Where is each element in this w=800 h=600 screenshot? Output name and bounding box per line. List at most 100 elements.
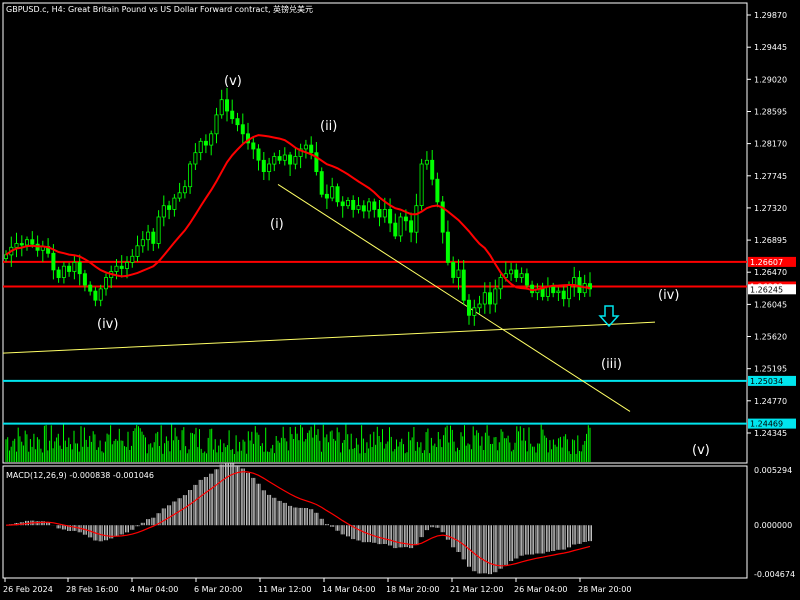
candle-body (388, 208, 393, 224)
candle-body (403, 216, 408, 222)
candle-body (456, 269, 461, 278)
candle-body (356, 205, 361, 210)
candle-body (519, 273, 524, 278)
x-tick-label: 14 Mar 04:00 (322, 585, 375, 594)
candle-body (93, 290, 98, 301)
macd-signal-line (5, 471, 591, 567)
candle-body (19, 243, 24, 246)
candle-body (256, 148, 261, 161)
candle-body (230, 110, 235, 120)
wave-label: (iii) (601, 357, 622, 372)
candle-body (409, 220, 414, 233)
candle-body (414, 205, 419, 233)
candle-body (398, 216, 403, 237)
y-tick-label: 1.27745 (754, 172, 787, 181)
candles (4, 87, 593, 326)
candle-body (277, 156, 282, 161)
candle-body (335, 186, 340, 203)
candle-body (472, 307, 477, 316)
candle-body (130, 255, 135, 263)
candle-body (214, 114, 219, 135)
candle-body (498, 277, 503, 290)
candle-body (61, 265, 66, 278)
y-tick-label: 1.28170 (754, 140, 787, 149)
x-tick-label: 26 Mar 04:00 (514, 585, 567, 594)
candle-body (477, 303, 482, 309)
candle-body (466, 299, 471, 316)
candle-body (146, 231, 151, 241)
candle-body (24, 239, 29, 246)
level-price-label: 1.25034 (750, 377, 783, 386)
macd-tick-label: 0.005294 (754, 466, 792, 475)
candle-body (282, 154, 287, 161)
candle-body (298, 148, 303, 157)
candle-body (314, 152, 319, 172)
candle-body (104, 277, 109, 290)
macd-tick-label: -0.004674 (754, 570, 795, 579)
candle-body (567, 284, 572, 300)
candle-body (372, 201, 377, 210)
wave-label: (v) (224, 74, 242, 89)
y-tick-label: 1.29020 (754, 75, 787, 84)
chart-title: GBPUSD.c, H4: Great Britain Pound vs US … (6, 4, 313, 14)
candle-body (51, 252, 56, 271)
y-tick-label: 1.29445 (754, 43, 787, 52)
candle-body (261, 159, 266, 173)
candle-body (161, 205, 166, 218)
candle-body (177, 192, 182, 199)
price-axis: 1.29870 1.29445 1.29020 1.28595 1.28170 1.277… (747, 11, 787, 438)
candle-body (451, 261, 456, 278)
y-tick-label: 1.25195 (754, 365, 787, 374)
candle-body (67, 265, 72, 272)
x-tick-label: 11 Mar 12:00 (258, 585, 311, 594)
down-arrow-icon (598, 305, 620, 328)
candle-body (182, 186, 187, 194)
wave-label: (ii) (320, 119, 337, 134)
candle-body (88, 284, 93, 292)
candle-body (424, 159, 429, 165)
x-tick-label: 6 Mar 20:00 (194, 585, 242, 594)
level-price-tag (748, 256, 796, 267)
candle-body (309, 144, 314, 154)
candle-body (251, 142, 256, 150)
candle-body (561, 290, 566, 300)
y-tick-label: 1.24345 (754, 429, 787, 438)
ma-line (5, 134, 591, 292)
macd-pane: 0.005294 0.000000 -0.004674 (5, 462, 795, 579)
x-tick-label: 4 Mar 04:00 (130, 585, 178, 594)
wave-label: (v) (692, 443, 710, 458)
y-tick-label: 1.26470 (754, 268, 787, 277)
candle-body (345, 199, 350, 207)
candle-body (125, 261, 130, 269)
candle-body (382, 208, 387, 218)
candle-body (419, 163, 424, 206)
arrow-shape (598, 305, 620, 328)
x-tick-label: 28 Mar 20:00 (578, 585, 631, 594)
macd-tick-label: 0.000000 (754, 521, 792, 530)
candle-body (514, 269, 519, 278)
current-price-label: 1.26245 (750, 285, 783, 294)
candle-body (151, 231, 156, 244)
y-tick-label: 1.25620 (754, 333, 787, 342)
main-pane-frame (2, 2, 748, 464)
candle-body (235, 118, 240, 126)
x-tick-label: 26 Feb 2024 (3, 585, 53, 594)
candle-body (140, 239, 145, 247)
wave-labels: (v) (ii) (i) (iv) (iv) (iii) (v) (97, 74, 710, 458)
moving-average (5, 134, 591, 292)
candle-body (172, 197, 177, 210)
candle-body (377, 208, 382, 218)
x-tick-label: 28 Feb 16:00 (66, 585, 118, 594)
macd-pane-frame (2, 465, 748, 579)
candle-body (319, 171, 324, 195)
trend-lines (2, 184, 656, 412)
candle-body (82, 273, 87, 286)
candle-body (445, 231, 450, 263)
candle-body (293, 156, 298, 165)
wave-label: (i) (270, 217, 284, 232)
time-axis: 26 Feb 2024 28 Feb 16:00 4 Mar 04:00 6 Mar … (3, 578, 631, 594)
candle-body (540, 288, 545, 297)
